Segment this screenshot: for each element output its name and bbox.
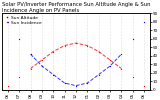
Text: Solar PV/Inverter Performance Sun Altitude Angle & Sun Incidence Angle on PV Pan: Solar PV/Inverter Performance Sun Altitu… [2,2,151,13]
Legend: Sun Altitude, Sun Incidence: Sun Altitude, Sun Incidence [4,15,43,25]
